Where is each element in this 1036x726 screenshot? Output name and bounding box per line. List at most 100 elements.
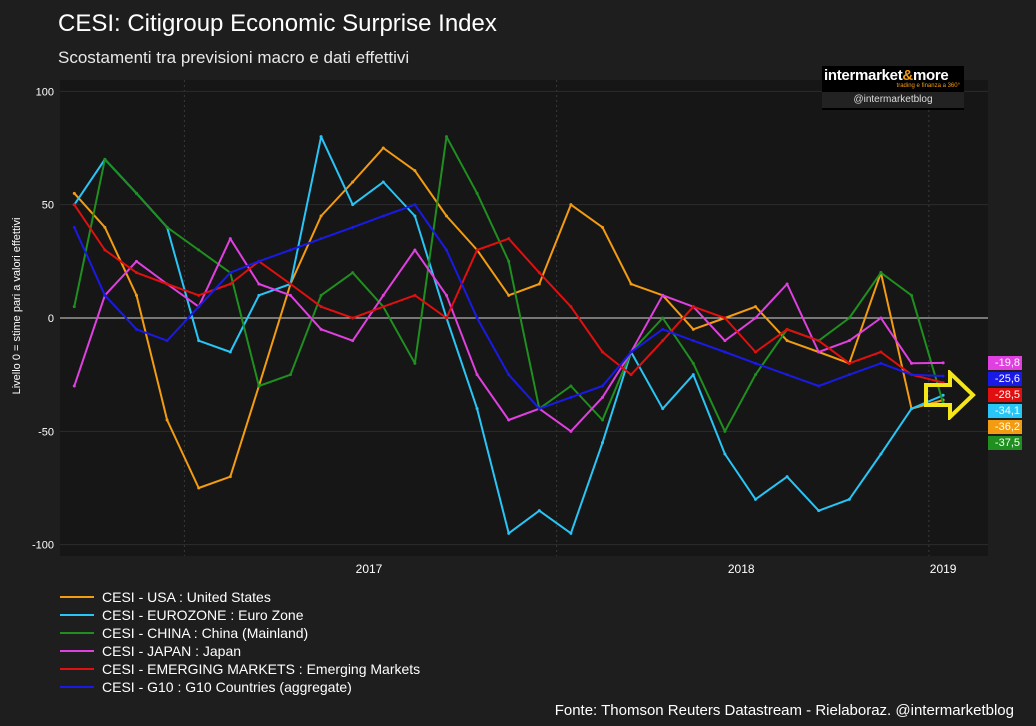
series-point	[941, 374, 945, 378]
series-point	[413, 361, 417, 365]
legend-item: CESI - CHINA : China (Mainland)	[60, 624, 420, 642]
legend-label: CESI - G10 : G10 Countries (aggregate)	[102, 679, 352, 695]
last-value-badge: -37,5	[988, 436, 1022, 450]
series-point	[910, 293, 914, 297]
x-tick-label: 2019	[930, 562, 957, 576]
last-value-badge: -25,6	[988, 372, 1022, 386]
series-point	[197, 339, 201, 343]
series-point	[103, 157, 107, 161]
series-point	[817, 339, 821, 343]
series-point	[847, 373, 851, 377]
series-point	[879, 361, 883, 365]
series-point	[165, 282, 169, 286]
last-value-badge: -19,8	[988, 356, 1022, 370]
chart-legend: CESI - USA : United States CESI - EUROZON…	[60, 588, 420, 696]
series-point	[351, 225, 355, 229]
series-point	[537, 509, 541, 513]
last-value-badge: -36,2	[988, 420, 1022, 434]
series-point	[413, 248, 417, 252]
series-point	[165, 225, 169, 229]
series-point	[165, 339, 169, 343]
legend-swatch	[60, 596, 94, 598]
series-point	[785, 327, 789, 331]
last-value-badge: -34,1	[988, 404, 1022, 418]
series-point	[381, 146, 385, 150]
series-point	[381, 293, 385, 297]
series-point	[228, 475, 232, 479]
series-point	[134, 191, 138, 195]
legend-swatch	[60, 614, 94, 616]
legend-item: CESI - JAPAN : Japan	[60, 642, 420, 660]
last-value-badge: -28,5	[988, 388, 1022, 402]
logo-handle: @intermarketblog	[822, 92, 964, 108]
series-point	[413, 293, 417, 297]
series-point	[629, 282, 633, 286]
series-point	[319, 135, 323, 139]
y-tick-label: 100	[36, 86, 54, 98]
series-point	[413, 169, 417, 173]
series-point	[537, 407, 541, 411]
series-point	[569, 429, 573, 433]
series-point	[444, 293, 448, 297]
series-point	[723, 429, 727, 433]
series-point	[134, 271, 138, 275]
legend-label: CESI - EMERGING MARKETS : Emerging Marke…	[102, 661, 421, 677]
series-point	[319, 214, 323, 218]
series-point	[444, 316, 448, 320]
series-point	[103, 225, 107, 229]
series-point	[228, 237, 232, 241]
series-point	[817, 384, 821, 388]
series-point	[785, 373, 789, 377]
series-point	[72, 203, 76, 207]
series-point	[351, 271, 355, 275]
series-point	[691, 305, 695, 309]
source-note: Fonte: Thomson Reuters Datastream - Riel…	[554, 702, 1014, 719]
series-point	[629, 373, 633, 377]
legend-item: CESI - G10 : G10 Countries (aggregate)	[60, 678, 420, 696]
series-point	[661, 407, 665, 411]
series-point	[941, 361, 945, 365]
series-point	[228, 271, 232, 275]
series-point	[351, 203, 355, 207]
series-point	[288, 282, 292, 286]
series-point	[134, 293, 138, 297]
logo-wordmark: intermarket&more	[824, 67, 949, 84]
series-point	[319, 305, 323, 309]
series-point	[753, 361, 757, 365]
series-point	[753, 316, 757, 320]
series-point	[910, 407, 914, 411]
series-point	[72, 225, 76, 229]
legend-label: CESI - CHINA : China (Mainland)	[102, 625, 309, 641]
x-tick-label: 2017	[356, 562, 383, 576]
series-point	[413, 203, 417, 207]
series-point	[197, 305, 201, 309]
y-tick-label: 50	[42, 200, 54, 212]
series-point	[165, 418, 169, 422]
x-tick-label: 2018	[728, 562, 755, 576]
series-point	[288, 293, 292, 297]
series-point	[753, 350, 757, 354]
series-point	[723, 350, 727, 354]
series-point	[691, 361, 695, 365]
legend-swatch	[60, 668, 94, 670]
series-point	[72, 384, 76, 388]
series-point	[257, 259, 261, 263]
logo-tagline: trading e finanza a 360°	[896, 83, 960, 89]
legend-label: CESI - USA : United States	[102, 589, 271, 605]
series-point	[691, 373, 695, 377]
series-point	[103, 293, 107, 297]
series-point	[475, 316, 479, 320]
series-point	[381, 305, 385, 309]
series-point	[288, 248, 292, 252]
series-point	[475, 191, 479, 195]
series-point	[103, 248, 107, 252]
series-point	[197, 486, 201, 490]
legend-label: CESI - JAPAN : Japan	[102, 643, 242, 659]
series-point	[910, 361, 914, 365]
series-point	[72, 305, 76, 309]
series-point	[723, 339, 727, 343]
series-point	[569, 384, 573, 388]
series-point	[475, 373, 479, 377]
series-point	[134, 327, 138, 331]
